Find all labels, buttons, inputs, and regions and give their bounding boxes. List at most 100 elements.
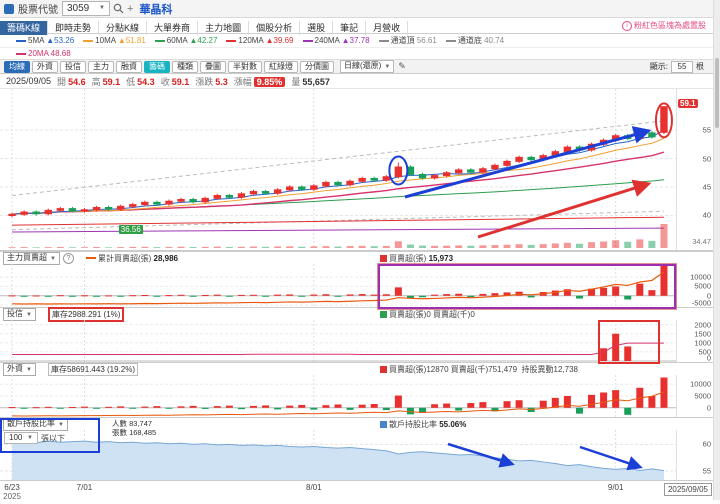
axis-tick: 5000 xyxy=(694,281,711,291)
panel4-indicator-select[interactable]: 散戶持股比率 ▼ xyxy=(3,417,68,431)
axis-tick: 60 xyxy=(702,439,711,449)
btn-semilog[interactable]: 半對數 xyxy=(228,60,262,73)
panel3-title: 外資 xyxy=(7,363,23,373)
display-count-input[interactable]: 55 xyxy=(671,60,693,73)
draw-tool-icon[interactable]: ✎ xyxy=(398,61,406,71)
main-force-bars-chart[interactable] xyxy=(0,264,676,309)
tab-branch-kline[interactable]: 分點K線 xyxy=(99,21,148,35)
ma-label: 通道底 xyxy=(457,36,485,45)
period-select[interactable]: 日線(還原) ▼ xyxy=(340,60,395,73)
foreign-bars-chart[interactable] xyxy=(0,375,676,417)
trust-inventory-annotated: 庫存2988.291 (1%) xyxy=(47,306,125,322)
retail-stats: 人數 83,747 張數 168,485 xyxy=(112,419,156,437)
quote-items: 開 54.6 高 59.1 低 54.3 收 59.1 漲跌 5.3 漲幅 9.85% 量 55,657 xyxy=(57,75,336,88)
ma-line-chip xyxy=(154,39,165,42)
btn-margin[interactable]: 融資 xyxy=(116,60,142,73)
axis-tick: 0 xyxy=(706,403,711,413)
tab-monthly-revenue[interactable]: 月營收 xyxy=(366,21,409,35)
panel-retail-ratio: 散戶持股比率 ▼ 散戶持股比率 55.06% 人數 83,747 張數 168,4… xyxy=(0,417,714,480)
panel2-indicator-select[interactable]: 投信 ▼ xyxy=(3,307,36,321)
tab-main-force-map[interactable]: 主力地圖 xyxy=(198,21,250,35)
stock-code-input[interactable]: 3059 ▼ xyxy=(62,1,110,16)
holder-shares: 張數 168,485 xyxy=(112,428,157,437)
ma-line-chip xyxy=(16,39,26,42)
scrollbar-thumb[interactable] xyxy=(715,58,719,128)
period-low-label: 34.47 xyxy=(692,237,711,246)
trust-bars-chart[interactable] xyxy=(0,320,676,364)
chart-toolbar: 均線 外資 投信 主力 融資 籌碼 種類 疊圖 半對數 紅綠燈 分價圖 日線(還原) ▼ ✎ 顯示: … xyxy=(0,59,714,74)
retail-ratio-area-chart[interactable] xyxy=(0,430,676,480)
end-date-box: 2025/09/05 xyxy=(663,483,712,496)
add-icon[interactable]: + xyxy=(127,2,134,15)
help-icon[interactable]: ? xyxy=(62,252,74,264)
ma-value-badge: 36.56 xyxy=(118,225,143,234)
btn-trust[interactable]: 投信 xyxy=(60,60,86,73)
panel1-title: 主力買賣超 xyxy=(7,252,47,262)
tab-notes[interactable]: 筆記 xyxy=(333,21,367,35)
panel-foreign: 外資 ▼ 庫存58691.443 (19.2%) 買賣超(張)12870 買賣超(… xyxy=(0,362,714,417)
ma-line-chip xyxy=(445,39,456,42)
chevron-down-icon: ▼ xyxy=(58,421,64,428)
quote-label-1: 高 xyxy=(91,76,101,87)
chevron-down-icon: ▼ xyxy=(384,64,391,70)
btn-ma[interactable]: 均線 xyxy=(4,60,30,73)
ma-value: ▲39.69 xyxy=(265,36,294,45)
panel3-indicator-select[interactable]: 外資 ▼ xyxy=(3,362,36,376)
ma-line-chip xyxy=(83,39,94,42)
btn-traffic-light[interactable]: 紅綠燈 xyxy=(264,60,298,73)
btn-foreign[interactable]: 外資 xyxy=(32,60,58,73)
btn-overlay[interactable]: 疊圖 xyxy=(200,60,226,73)
quote-label-2: 低 xyxy=(126,76,136,87)
panel2-axis: 2000 1500 1000 500 0 xyxy=(676,320,714,363)
panel-investment-trust: 投信 ▼ 庫存2988.291 (1%) 買賣超(張)0 買賣超(千)0 2000… xyxy=(0,306,714,364)
axis-tick: 0 xyxy=(706,353,711,363)
axis-tick: 1000 xyxy=(694,338,711,348)
btn-type[interactable]: 種類 xyxy=(172,60,198,73)
ma-value: ▲51.81 xyxy=(117,36,146,45)
tabs: 籌碼K線 即時走勢 分點K線 大單券商 主力地圖 個股分析 選股 筆記 月營收 xyxy=(0,18,409,35)
tab-big-order-brokers[interactable]: 大單券商 xyxy=(147,21,199,35)
display-count-control: 顯示: 55 根 xyxy=(650,60,714,73)
quote-value-6: 55,657 xyxy=(302,76,330,87)
candlestick-chart[interactable]: 36.56 xyxy=(0,89,676,250)
panel1-axis: 10000 5000 0 -5000 xyxy=(676,264,714,308)
chevron-down-icon: ▼ xyxy=(26,311,32,318)
tab-realtime-trend[interactable]: 即時走勢 xyxy=(48,21,100,35)
toolbar-buttons: 均線 外資 投信 主力 融資 籌碼 種類 疊圖 半對數 紅綠燈 分價圖 xyxy=(4,60,336,73)
ma-legend-2: 60MA ▲42.27 xyxy=(154,36,218,45)
ma-value: ▲42.27 xyxy=(189,36,218,45)
quote-label-6: 量 xyxy=(291,76,301,87)
axis-tick: 45 xyxy=(702,182,711,192)
ma-value: ▲37.78 xyxy=(341,36,370,45)
panel-main-force: 主力買賣超 ▼ ? 累計買賣超(張) 28,986 買賣超(張) 15,973 1… xyxy=(0,251,714,309)
quote-row: 2025/09/05 開 54.6 高 59.1 低 54.3 收 59.1 漲跌 5.3 漲幅 9.… xyxy=(0,74,720,89)
panel1-indicator-select[interactable]: 主力買賣超 ▼ xyxy=(3,251,60,265)
tab-stock-screening[interactable]: 選股 xyxy=(300,21,334,35)
quote-label-3: 收 xyxy=(160,76,170,87)
tab-stock-analysis[interactable]: 個股分析 xyxy=(249,21,301,35)
axis-tick: 55 xyxy=(702,466,711,476)
ma-legend-row: 5MA ▲53.26 10MA ▲51.81 60MA ▲42.27 120MA ▲3… xyxy=(0,34,720,48)
btn-main-force[interactable]: 主力 xyxy=(88,60,114,73)
ma-legend-3: 120MA ▲39.69 xyxy=(226,36,294,45)
ma20-line-chip xyxy=(16,52,26,55)
threshold-select[interactable]: 100 ▼ xyxy=(4,432,38,444)
pink-block-note: i 粉紅色區塊為處置股 xyxy=(622,18,714,33)
display-unit: 根 xyxy=(696,62,704,71)
tab-chip-kline[interactable]: 籌碼K線 xyxy=(0,21,49,35)
panel4-header: 散戶持股比率 ▼ 散戶持股比率 55.06% xyxy=(0,417,714,431)
ratio-area-chip xyxy=(380,420,387,428)
x-axis-label: 7/01 xyxy=(76,483,93,492)
info-icon: i xyxy=(622,20,632,31)
ma-value: 56.61 xyxy=(416,36,437,45)
price-axis: 59.1 34.47 55 50 45 40 xyxy=(676,89,714,250)
btn-chips[interactable]: 籌碼 xyxy=(144,60,170,73)
app-icon xyxy=(4,3,14,14)
netbuy-value: 15,973 xyxy=(428,253,454,263)
panel4-ratio-legend: 散戶持股比率 55.06% xyxy=(380,419,466,430)
btn-price-volume[interactable]: 分價圖 xyxy=(300,60,334,73)
axis-tick: 2000 xyxy=(694,320,711,330)
ratio-value: 55.06% xyxy=(439,419,467,429)
vertical-scrollbar[interactable] xyxy=(713,0,720,500)
search-icon[interactable] xyxy=(113,3,124,14)
